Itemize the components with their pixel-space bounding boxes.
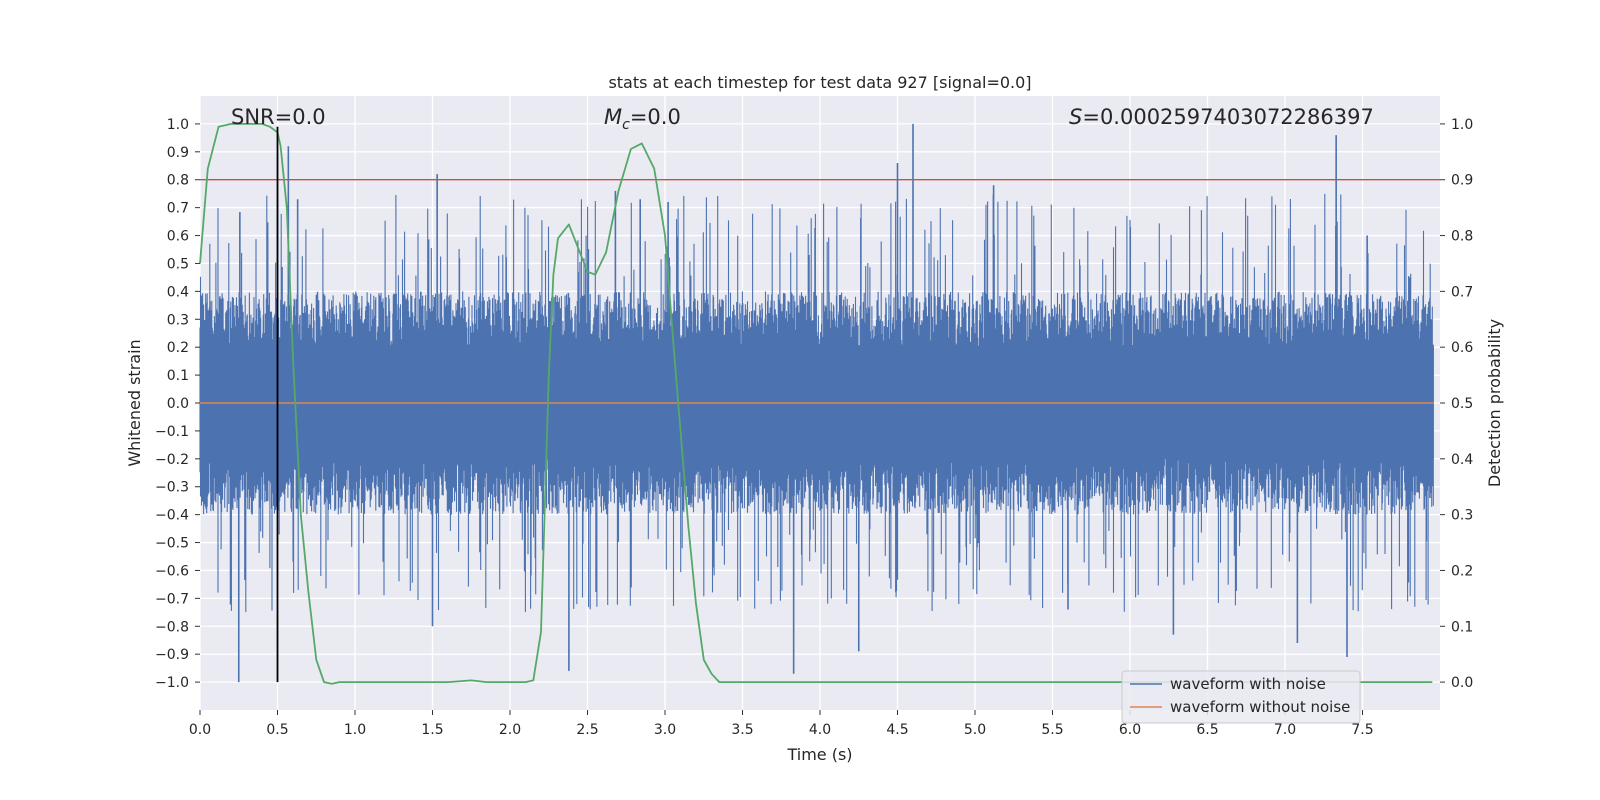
y2-tick-label: 1.0 xyxy=(1451,117,1473,133)
y-tick-label: 0.4 xyxy=(167,284,189,300)
y-tick-label: −0.1 xyxy=(155,424,189,440)
x-tick-label: 3.0 xyxy=(654,722,676,738)
x-tick-label: 2.0 xyxy=(499,722,521,738)
series-lines xyxy=(199,123,1440,685)
legend-label-noise: waveform with noise xyxy=(1170,675,1326,693)
x-tick-label: 6.5 xyxy=(1196,722,1218,738)
y2-tick-label: 0.1 xyxy=(1451,619,1473,635)
y-tick-label: 0.1 xyxy=(167,368,189,384)
score-value: =0.0002597403072286397 xyxy=(1082,105,1374,129)
x-axis-ticks: 0.0 0.5 1.0 1.5 2.0 2.5 3.0 3.5 4.0 4.5 5.0 5.5 6.0 6… xyxy=(189,710,1374,738)
x-tick-label: 7.5 xyxy=(1351,722,1373,738)
y-tick-label: −0.8 xyxy=(155,619,189,635)
y2-tick-label: 0.2 xyxy=(1451,563,1473,579)
x-tick-label: 5.0 xyxy=(964,722,986,738)
x-tick-label: 4.0 xyxy=(809,722,831,738)
y-axis-ticks: 1.0 0.9 0.8 0.7 0.6 0.5 0.4 0.3 0.2 0.1 0.0 −0.1 −0.… xyxy=(155,117,200,691)
y-axis-label: Whitened strain xyxy=(125,339,144,466)
y-tick-label: −0.6 xyxy=(155,563,189,579)
x-tick-label: 5.5 xyxy=(1041,722,1063,738)
x-tick-label: 3.5 xyxy=(731,722,753,738)
y2-tick-label: 0.3 xyxy=(1451,508,1473,524)
detection-probability-line xyxy=(199,123,1433,685)
y-tick-label: −0.3 xyxy=(155,480,189,496)
x-tick-label: 6.0 xyxy=(1119,722,1141,738)
y2-tick-label: 0.5 xyxy=(1451,396,1473,412)
chart-title: stats at each timestep for test data 927… xyxy=(608,73,1031,92)
x-tick-label: 1.0 xyxy=(344,722,366,738)
y2-tick-label: 0.8 xyxy=(1451,229,1473,245)
y-tick-label: 1.0 xyxy=(167,117,189,133)
x-tick-label: 0.5 xyxy=(266,722,288,738)
y2-tick-label: 0.9 xyxy=(1451,173,1473,189)
y-tick-label: 0.5 xyxy=(167,256,189,272)
x-axis-label: Time (s) xyxy=(786,745,852,764)
y-tick-label: 0.3 xyxy=(167,312,189,328)
y-tick-label: 0.6 xyxy=(167,229,189,245)
legend: waveform with noise waveform without noi… xyxy=(1121,670,1361,724)
y-tick-label: −0.7 xyxy=(155,591,189,607)
chirp-mass-subscript: c xyxy=(622,117,630,133)
y-tick-label: −0.4 xyxy=(155,508,189,524)
y-tick-label: 0.8 xyxy=(167,173,189,189)
snr-annotation: SNR=0.0 xyxy=(231,105,326,129)
y-tick-label: 0.2 xyxy=(167,340,189,356)
y-tick-label: 0.7 xyxy=(167,201,189,217)
y2-tick-label: 0.4 xyxy=(1451,452,1473,468)
chirp-mass-symbol: M xyxy=(604,105,622,129)
y-tick-label: −0.5 xyxy=(155,536,189,552)
y2-tick-label: 0.6 xyxy=(1451,340,1473,356)
x-tick-label: 1.5 xyxy=(421,722,443,738)
chirp-mass-annotation: Mc=0.0 xyxy=(604,105,681,133)
x-tick-label: 0.0 xyxy=(189,722,211,738)
y-tick-label: −0.2 xyxy=(155,452,189,468)
y-tick-label: 0.9 xyxy=(167,145,189,161)
x-tick-label: 7.0 xyxy=(1274,722,1296,738)
y2-axis-label: Detection probability xyxy=(1485,319,1504,487)
y-tick-label: 0.0 xyxy=(167,396,189,412)
legend-label-clean: waveform without noise xyxy=(1170,698,1350,716)
score-annotation: S=0.0002597403072286397 xyxy=(1069,105,1374,129)
y2-tick-label: 0.0 xyxy=(1451,675,1473,691)
y-tick-label: −0.9 xyxy=(155,647,189,663)
y-tick-label: −1.0 xyxy=(155,675,189,691)
x-tick-label: 2.5 xyxy=(576,722,598,738)
x-tick-label: 4.5 xyxy=(886,722,908,738)
legend-box xyxy=(1121,670,1361,724)
y2-axis-ticks: 1.0 0.9 0.8 0.7 0.6 0.5 0.4 0.3 0.2 0.1 0.0 xyxy=(1440,117,1473,691)
chirp-mass-value: =0.0 xyxy=(630,105,681,129)
y2-tick-label: 0.7 xyxy=(1451,284,1473,300)
score-symbol: S xyxy=(1069,105,1082,129)
